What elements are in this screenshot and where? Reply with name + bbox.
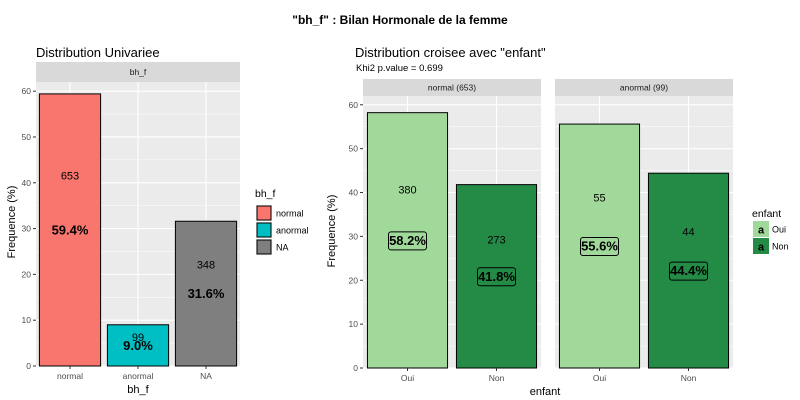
crossed-facet-2-strip	[555, 79, 733, 96]
legend-swatch-oui	[753, 221, 769, 237]
crossed-facet-1-ytick-label: 30	[349, 231, 359, 241]
univariate-ytick-label: 20	[22, 269, 32, 279]
crossed-facet-1-pct-oui: 58.2%	[389, 233, 426, 248]
crossed-xlabel: enfant	[530, 386, 561, 398]
crossed-facet-1-xtick-non: Non	[489, 373, 505, 383]
legend-swatch-na	[256, 239, 272, 255]
univariate-bar-normal	[38, 93, 102, 367]
crossed-facet-2-pct-oui: 55.6%	[581, 239, 618, 254]
crossed-facet-1-pct-box-non	[477, 267, 516, 287]
crossed-facet-2-count-non: 44	[682, 227, 694, 239]
univariate-strip	[36, 62, 240, 82]
crossed-facet-1-bar-non	[455, 184, 538, 369]
univariate-ytick-label: 0	[26, 361, 31, 371]
figure-title: "bh_f" : Bilan Hormonale de la femme	[292, 13, 508, 27]
crossed-facet-1-count-oui: 380	[398, 184, 416, 196]
univariate-pct-na: 31.6%	[188, 286, 225, 301]
univariate-xtick-na: NA	[200, 371, 212, 381]
crossed-facet-2-bar-non	[647, 172, 730, 369]
legend-key-glyph: a	[758, 225, 765, 237]
crossed-subtitle: Khi2 p.value = 0.699	[356, 63, 443, 74]
crossed-facet-1-ytick-label: 20	[349, 275, 359, 285]
univariate-count-normal: 653	[61, 171, 79, 183]
crossed-facet-2-xtick-oui: Oui	[593, 373, 606, 383]
legend-key-glyph: a	[758, 242, 765, 254]
legend-swatch-non	[753, 238, 769, 254]
univariate-pct-normal: 59.4%	[52, 222, 89, 237]
crossed-facet-1-ytick-label: 0	[353, 363, 358, 373]
univariate-strip-label: bh_f	[130, 67, 147, 77]
univariate-ytick-label: 50	[22, 132, 32, 142]
crossed-facet-2-xtick-non: Non	[681, 373, 697, 383]
crossed-facet-2-pct-box-non	[669, 261, 708, 281]
univariate-ytick-label: 60	[22, 86, 32, 96]
univariate-ytick-label: 10	[22, 315, 32, 325]
crossed-facet-1-ytick-label: 60	[349, 100, 359, 110]
crossed-facet-2-bar-oui	[558, 123, 641, 369]
univariate-panel: bh_f 653 59.4% normal 999.0% anormal 348 31.6% N…	[22, 62, 240, 381]
crossed-facet-1-xtick-oui: Oui	[401, 373, 414, 383]
univariate-count-na: 348	[197, 260, 215, 272]
univariate-ylabel: Frequence (%)	[6, 186, 18, 259]
legend-label-non: Non	[772, 242, 789, 252]
crossed-panels: normal (653) 380 58.2% Oui 273 41.8% Non 0 10 20 3…	[349, 79, 733, 383]
crossed-ylabel: Frequence (%)	[326, 195, 338, 268]
crossed-facet-2-strip-label: anormal (99)	[620, 83, 668, 93]
univariate-xtick-normal: normal	[57, 371, 83, 381]
crossed-facet-2-count-oui: 55	[593, 192, 605, 204]
univariate-xlabel: bh_f	[127, 384, 149, 396]
crossed-facet-1-ytick-label: 50	[349, 144, 359, 154]
crossed-facet-1-pct-box-oui	[388, 231, 427, 251]
legend-label-na: NA	[276, 243, 289, 253]
univariate-legend: bh_f normal anormal NA	[255, 188, 309, 255]
univariate-xtick-anormal: anormal	[123, 371, 154, 381]
univariate-ytick-label: 30	[22, 224, 32, 234]
crossed-facet-2-pct-non: 44.4%	[670, 263, 707, 278]
crossed-facet-1-strip	[363, 79, 541, 96]
crossed-facet-1-ytick-label: 10	[349, 319, 359, 329]
crossed-facet-1-ytick-label: 40	[349, 188, 359, 198]
univariate-bar-na	[174, 220, 238, 367]
univariate-count-anormal: 99	[132, 332, 144, 344]
crossed-facet-1-count-non: 273	[487, 235, 505, 247]
legend-swatch-anormal	[256, 222, 272, 238]
legend-label-normal: normal	[276, 209, 304, 219]
crossed-facet-1-bar-oui	[366, 112, 449, 369]
legend-label-oui: Oui	[772, 225, 786, 235]
legend-swatch-normal	[256, 205, 272, 221]
crossed-facet-1-pct-non: 41.8%	[478, 269, 515, 284]
crossed-title: Distribution croisee avec "enfant"	[355, 45, 546, 60]
univariate-title: Distribution Univariee	[36, 45, 160, 60]
univariate-legend-title: bh_f	[255, 188, 276, 200]
legend-label-anormal: anormal	[276, 226, 309, 236]
crossed-facet-2-pct-box-oui	[580, 237, 619, 257]
crossed-facet-1-strip-label: normal (653)	[428, 83, 476, 93]
crossed-legend-title: enfant	[752, 208, 781, 220]
univariate-ytick-label: 40	[22, 178, 32, 188]
univariate-pct-anormal: 9.0%	[123, 338, 153, 353]
